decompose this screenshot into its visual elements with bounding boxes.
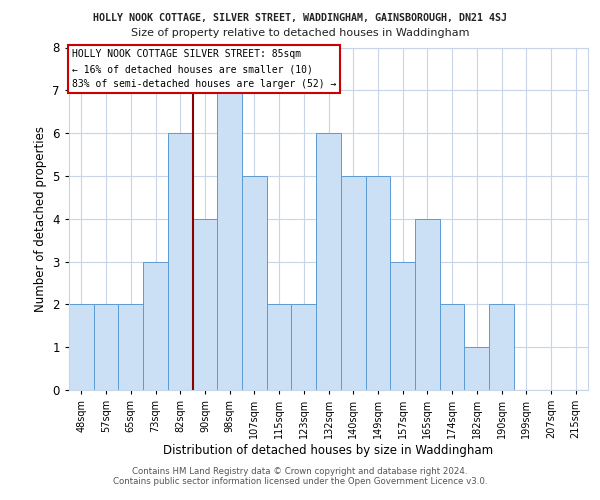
- Text: Contains public sector information licensed under the Open Government Licence v3: Contains public sector information licen…: [113, 477, 487, 486]
- Bar: [94, 304, 118, 390]
- Bar: [489, 304, 514, 390]
- Text: HOLLY NOOK COTTAGE SILVER STREET: 85sqm
← 16% of detached houses are smaller (10: HOLLY NOOK COTTAGE SILVER STREET: 85sqm …: [71, 49, 336, 89]
- Bar: [118, 304, 143, 390]
- Bar: [242, 176, 267, 390]
- Bar: [267, 304, 292, 390]
- Bar: [316, 133, 341, 390]
- Bar: [415, 219, 440, 390]
- Text: Size of property relative to detached houses in Waddingham: Size of property relative to detached ho…: [131, 28, 469, 38]
- Y-axis label: Number of detached properties: Number of detached properties: [34, 126, 47, 312]
- Bar: [464, 347, 489, 390]
- Bar: [217, 90, 242, 390]
- Text: Contains HM Land Registry data © Crown copyright and database right 2024.: Contains HM Land Registry data © Crown c…: [132, 467, 468, 476]
- Bar: [143, 262, 168, 390]
- Bar: [193, 219, 217, 390]
- Bar: [69, 304, 94, 390]
- Bar: [341, 176, 365, 390]
- Bar: [440, 304, 464, 390]
- Bar: [390, 262, 415, 390]
- X-axis label: Distribution of detached houses by size in Waddingham: Distribution of detached houses by size …: [163, 444, 494, 457]
- Bar: [365, 176, 390, 390]
- Bar: [292, 304, 316, 390]
- Text: HOLLY NOOK COTTAGE, SILVER STREET, WADDINGHAM, GAINSBOROUGH, DN21 4SJ: HOLLY NOOK COTTAGE, SILVER STREET, WADDI…: [93, 12, 507, 22]
- Bar: [168, 133, 193, 390]
